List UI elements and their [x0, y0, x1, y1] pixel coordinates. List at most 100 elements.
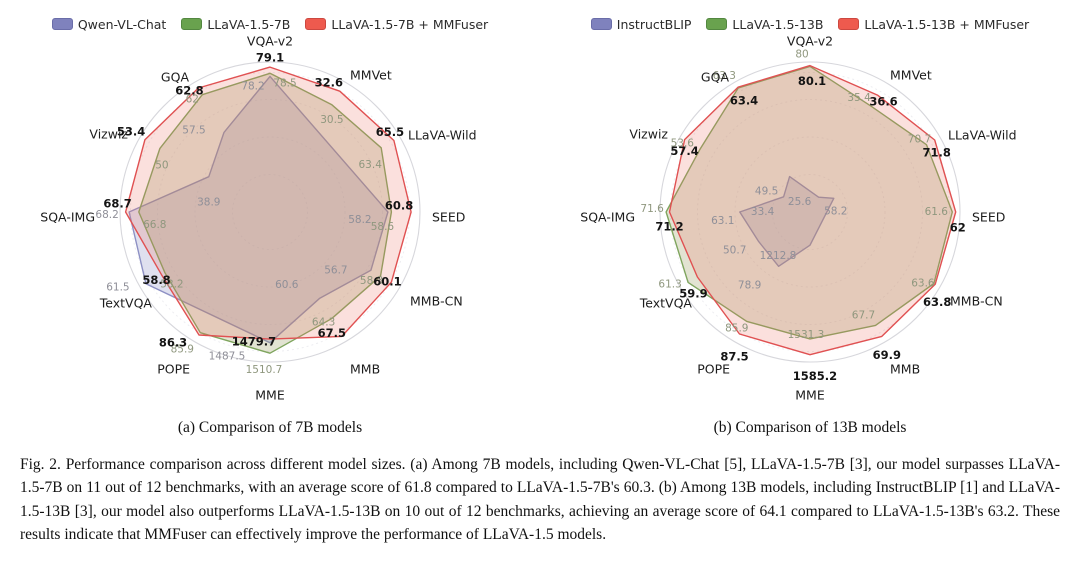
legend-swatch-purple: [51, 18, 73, 30]
value-label: 63.6: [911, 278, 935, 290]
value-label: 71.6: [640, 203, 664, 215]
legend-swatch-green: [181, 18, 203, 30]
value-label: 1487.5: [209, 351, 246, 363]
value-label: 63.4: [359, 159, 383, 171]
radar-series-green: [665, 65, 953, 340]
value-label: 59.9: [679, 287, 707, 301]
value-label: 38.9: [197, 197, 220, 209]
value-label: 68.7: [103, 197, 131, 211]
legend-swatch-green: [706, 18, 728, 30]
radar-series-red: [124, 66, 412, 340]
value-label: 65.5: [376, 125, 404, 139]
legend-item: Qwen-VL-Chat: [51, 16, 167, 32]
axis-label-pope: POPE: [697, 362, 730, 377]
value-label: 60.8: [385, 199, 413, 213]
axis-label-llava-wild: LLaVA-Wild: [408, 128, 477, 143]
value-label: 61.5: [106, 282, 129, 294]
axis-label-mme: MME: [795, 388, 825, 403]
axis-label-mmb-cn: MMB-CN: [950, 294, 1003, 309]
legend-item: LLaVA-1.5-7B + MMFuser: [305, 17, 488, 32]
legend-7b: Qwen-VL-Chat LLaVA-1.5-7B LLaVA-1.5-7B + M…: [51, 14, 488, 34]
axis-label-vizwiz: Vizwiz: [89, 127, 128, 142]
value-label: 69.9: [873, 348, 901, 362]
value-label: 67.5: [318, 326, 346, 340]
axis-label-textvqa: TextVQA: [99, 296, 153, 311]
value-label: 80: [795, 48, 808, 60]
value-label: 53.4: [117, 124, 145, 138]
legend-swatch-red: [838, 18, 860, 30]
value-label: 63.8: [923, 295, 951, 309]
value-label: 58.3: [360, 275, 383, 287]
value-label: 57.4: [670, 144, 698, 158]
value-label: 58.8: [142, 273, 170, 287]
value-label: 61.3: [658, 278, 681, 290]
value-label: 30.5: [320, 114, 343, 126]
legend-label: LLaVA-1.5-7B: [207, 16, 291, 32]
value-label: 67.7: [852, 309, 875, 321]
value-label: 63.4: [730, 94, 758, 108]
legend-13b: InstructBLIP LLaVA-1.5-13B LLaVA-1.5-13B +…: [590, 14, 1029, 34]
legend-label: Qwen-VL-Chat: [77, 16, 167, 32]
value-label: 63.1: [711, 215, 734, 227]
radar-series-green: [138, 72, 393, 354]
axis-label-mmvet: MMVet: [890, 68, 932, 83]
value-label: 62: [186, 94, 199, 106]
value-label: 78.5: [273, 77, 296, 89]
value-label: 80.1: [798, 74, 826, 88]
value-label: 78.2: [241, 80, 264, 92]
axis-label-seed: SEED: [432, 210, 465, 225]
value-label: 58.2: [348, 214, 371, 226]
figure-caption: Fig. 2. Performance comparison across di…: [20, 456, 1060, 543]
value-label: 58.6: [371, 221, 395, 233]
value-label: 56.7: [324, 264, 347, 276]
value-label: 58.2: [824, 205, 847, 217]
value-label: 53.6: [671, 138, 695, 150]
subcaption-a: (a) Comparison of 7B models: [177, 419, 363, 436]
radar-series-red: [668, 64, 957, 356]
axis-label-gqa: GQA: [161, 70, 190, 85]
axis-label-llava-wild: LLaVA-Wild: [948, 128, 1017, 143]
value-label: 85.9: [725, 322, 748, 334]
value-label: 86.3: [159, 336, 187, 350]
legend-item: LLaVA-1.5-13B: [706, 17, 823, 32]
value-label: 60.6: [275, 279, 299, 291]
axis-label-mmb: MMB: [350, 362, 380, 377]
radar-grid: [659, 61, 961, 363]
value-label: 58.2: [160, 279, 183, 291]
axis-label-gqa: GQA: [701, 70, 730, 85]
axis-label-mmb-cn: MMB-CN: [410, 294, 463, 309]
value-label: 35.4: [847, 92, 871, 104]
radar-series-purple: [739, 175, 835, 268]
axis-label-mmb: MMB: [890, 362, 920, 377]
value-label: 61.6: [925, 206, 949, 218]
value-label: 68.2: [95, 209, 118, 221]
legend-label: InstructBLIP: [616, 16, 692, 32]
axis-label-mme: MME: [255, 388, 285, 403]
axis-label-seed: SEED: [972, 210, 1005, 225]
radar-chart-13b: 25.6 58.2 1212.8 78.9 50.7 63.1 33.4 49.5 80 35.4…: [580, 34, 1017, 403]
radar-grid: [119, 61, 421, 363]
charts-row: Qwen-VL-Chat LLaVA-1.5-7B LLaVA-1.5-7B + M…: [0, 10, 1080, 437]
axis-label-vizwiz: Vizwiz: [629, 127, 668, 142]
value-label: 36.6: [869, 95, 897, 109]
subcaption-b: (b) Comparison of 13B models: [713, 419, 907, 436]
value-label: 50: [155, 159, 168, 171]
chart-block-7b: Qwen-VL-Chat LLaVA-1.5-7B LLaVA-1.5-7B + M…: [0, 10, 540, 437]
value-label: 78.9: [738, 279, 761, 291]
legend-swatch-purple: [590, 18, 612, 30]
axis-label-pope: POPE: [157, 362, 190, 377]
value-label: 62.8: [175, 84, 203, 98]
legend-item: LLaVA-1.5-7B: [181, 17, 290, 32]
value-label: 25.6: [788, 196, 812, 208]
value-label: 87.5: [720, 350, 748, 364]
value-label: 71.2: [655, 220, 683, 234]
value-label: 32.6: [315, 76, 343, 90]
chart-block-13b: InstructBLIP LLaVA-1.5-13B LLaVA-1.5-13B +…: [540, 10, 1080, 437]
value-label: 1510.7: [246, 364, 283, 376]
axis-label-sqa-img: SQA-IMG: [40, 210, 95, 225]
value-label: 50.7: [723, 245, 746, 257]
legend-label: LLaVA-1.5-13B: [732, 16, 824, 32]
value-label: 62: [950, 221, 966, 235]
value-label: 1531.3: [788, 329, 825, 341]
